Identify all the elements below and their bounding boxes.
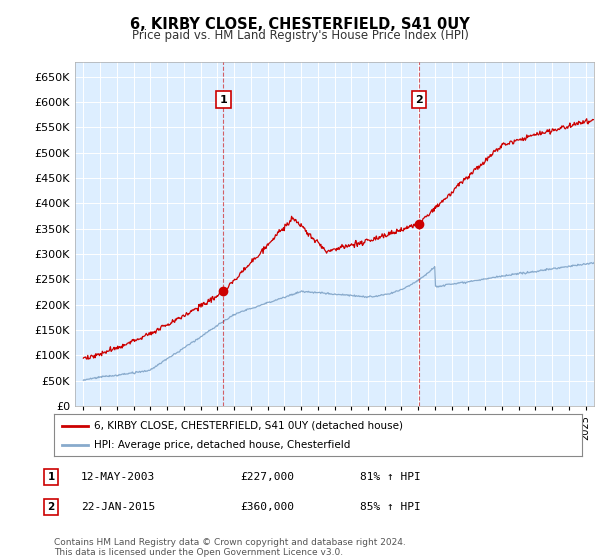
Text: 22-JAN-2015: 22-JAN-2015 (81, 502, 155, 512)
Text: 2: 2 (415, 95, 423, 105)
Text: 81% ↑ HPI: 81% ↑ HPI (360, 472, 421, 482)
Text: HPI: Average price, detached house, Chesterfield: HPI: Average price, detached house, Ches… (94, 440, 350, 450)
Text: 85% ↑ HPI: 85% ↑ HPI (360, 502, 421, 512)
Text: £360,000: £360,000 (240, 502, 294, 512)
Text: £227,000: £227,000 (240, 472, 294, 482)
Text: 2: 2 (47, 502, 55, 512)
Text: Contains HM Land Registry data © Crown copyright and database right 2024.
This d: Contains HM Land Registry data © Crown c… (54, 538, 406, 557)
Text: 6, KIRBY CLOSE, CHESTERFIELD, S41 0UY: 6, KIRBY CLOSE, CHESTERFIELD, S41 0UY (130, 17, 470, 32)
Text: 6, KIRBY CLOSE, CHESTERFIELD, S41 0UY (detached house): 6, KIRBY CLOSE, CHESTERFIELD, S41 0UY (d… (94, 421, 403, 431)
Text: 12-MAY-2003: 12-MAY-2003 (81, 472, 155, 482)
Text: 1: 1 (220, 95, 227, 105)
Text: Price paid vs. HM Land Registry's House Price Index (HPI): Price paid vs. HM Land Registry's House … (131, 29, 469, 42)
Text: 1: 1 (47, 472, 55, 482)
